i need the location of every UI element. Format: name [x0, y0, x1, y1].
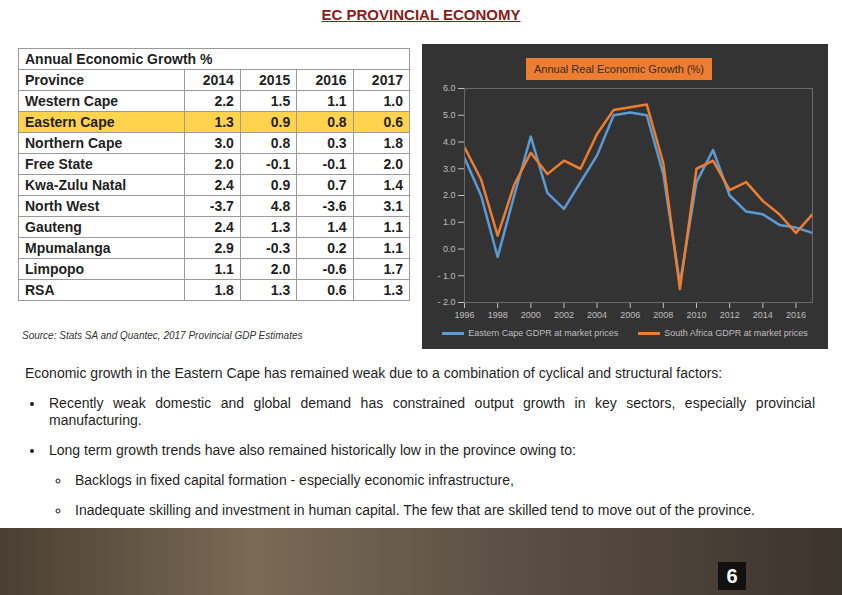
html-text:1.1: 1.1	[327, 93, 347, 109]
html-text:Recently weak domestic and glo: Recently weak domestic and global demand…	[49, 395, 815, 428]
svg-text:4.0: 4.0	[443, 137, 456, 147]
html-text:1.0: 1.0	[383, 93, 403, 109]
html-text:1.4: 1.4	[327, 219, 347, 235]
svg-text:3.0: 3.0	[443, 164, 456, 174]
html-text:Eastern Cape: Eastern Cape	[25, 114, 115, 130]
svg-text:2004: 2004	[587, 310, 607, 320]
html-text:0.9: 0.9	[270, 114, 291, 130]
html-text:RSA: RSA	[25, 282, 55, 298]
html-text:1.1: 1.1	[214, 261, 234, 277]
svg-text:- 2.0: - 2.0	[437, 297, 455, 307]
html-text:Economic growth in the Eastern: Economic growth in the Eastern Cape has …	[25, 365, 723, 381]
html-text:Western Cape: Western Cape	[25, 93, 119, 109]
html-text:Source: Stats SA and Quantec,: Source: Stats SA and Quantec, 2017 Provi…	[22, 330, 303, 341]
html-text:Long term growth trends have a: Long term growth trends have also remain…	[49, 442, 576, 458]
html-text:2017: 2017	[371, 72, 403, 88]
html-text:-0.3: -0.3	[266, 240, 291, 256]
html-text:1.1: 1.1	[383, 240, 403, 256]
html-text:Inadequate skilling and invest: Inadequate skilling and investment in hu…	[75, 502, 755, 518]
svg-text:5.0: 5.0	[443, 110, 456, 120]
html-text:-3.7: -3.7	[209, 198, 234, 214]
svg-text:- 1.0: - 1.0	[437, 271, 455, 281]
html-text:2.4: 2.4	[214, 219, 234, 235]
svg-text:1996: 1996	[454, 310, 474, 320]
html-text:2.2: 2.2	[214, 93, 234, 109]
svg-text:2014: 2014	[753, 310, 773, 320]
html-text:2015: 2015	[259, 72, 291, 88]
html-text:Annual Economic Growth %: Annual Economic Growth %	[25, 51, 213, 67]
html-text:1.8: 1.8	[214, 282, 234, 298]
svg-text:6.0: 6.0	[443, 83, 456, 93]
html-text:0.9: 0.9	[270, 177, 291, 193]
html-text:0.8: 0.8	[327, 114, 347, 130]
html-text:2.4: 2.4	[214, 177, 234, 193]
html-text:0.3: 0.3	[327, 135, 347, 151]
html-text:-3.6: -3.6	[322, 198, 347, 214]
html-text:1.3: 1.3	[270, 219, 291, 235]
svg-text:0.0: 0.0	[443, 244, 456, 254]
html-text:1.8: 1.8	[383, 135, 403, 151]
html-text:1.1: 1.1	[383, 219, 403, 235]
html-text:1.3: 1.3	[270, 282, 291, 298]
html-text:-0.1: -0.1	[266, 156, 291, 172]
html-text:2016: 2016	[315, 72, 347, 88]
html-text:0.2: 0.2	[327, 240, 347, 256]
svg-text:2006: 2006	[620, 310, 640, 320]
html-text:2.9: 2.9	[214, 240, 234, 256]
html-text:Annual Real Economic Growth (%: Annual Real Economic Growth (%)	[534, 63, 704, 75]
html-text:Eastern Cape GDPR at market pr: Eastern Cape GDPR at market prices	[468, 328, 619, 338]
html-text:3.0: 3.0	[214, 135, 234, 151]
html-text:Northern Cape: Northern Cape	[25, 135, 123, 151]
html-text:0.6: 0.6	[327, 282, 347, 298]
html-text:Free State: Free State	[25, 156, 93, 172]
html-text:0.8: 0.8	[270, 135, 291, 151]
html-text:1.5: 1.5	[270, 93, 291, 109]
html-text:3.1: 3.1	[383, 198, 403, 214]
html-text:Gauteng: Gauteng	[25, 219, 82, 235]
html-text:0.6: 0.6	[383, 114, 403, 130]
html-text:-0.1: -0.1	[322, 156, 347, 172]
svg-text:2.0: 2.0	[443, 190, 456, 200]
svg-text:1998: 1998	[488, 310, 508, 320]
html-text:1.7: 1.7	[383, 261, 403, 277]
html-text:2014: 2014	[202, 72, 234, 88]
html-text:1.3: 1.3	[214, 114, 234, 130]
html-text:EC PROVINCIAL ECONOMY: EC PROVINCIAL ECONOMY	[321, 6, 521, 23]
svg-text:2002: 2002	[554, 310, 574, 320]
html-text:1.3: 1.3	[383, 282, 403, 298]
svg-text:2000: 2000	[521, 310, 541, 320]
html-text:Province: Province	[25, 72, 85, 88]
svg-text:2012: 2012	[720, 310, 740, 320]
html-text:4.8: 4.8	[270, 198, 291, 214]
html-text:Kwa-Zulu Natal: Kwa-Zulu Natal	[25, 177, 127, 193]
html-text:Backlogs in fixed capital form: Backlogs in fixed capital formation - es…	[75, 472, 514, 488]
html-text:1.4: 1.4	[383, 177, 403, 193]
html-text:North West: North West	[25, 198, 100, 214]
html-text:-0.6: -0.6	[322, 261, 347, 277]
html-text:2.0: 2.0	[270, 261, 291, 277]
html-text:2.0: 2.0	[214, 156, 234, 172]
html-text:0.7: 0.7	[327, 177, 347, 193]
html-text:South Africa GDPR at market pr: South Africa GDPR at market prices	[664, 328, 808, 338]
html-text:2.0: 2.0	[383, 156, 403, 172]
html-text:Mpumalanga: Mpumalanga	[25, 240, 111, 256]
svg-text:2008: 2008	[653, 310, 673, 320]
html-text:6: 6	[726, 565, 738, 587]
svg-text:1.0: 1.0	[443, 217, 456, 227]
svg-text:2010: 2010	[686, 310, 706, 320]
svg-text:2016: 2016	[786, 310, 806, 320]
html-text:Limpopo: Limpopo	[25, 261, 85, 277]
